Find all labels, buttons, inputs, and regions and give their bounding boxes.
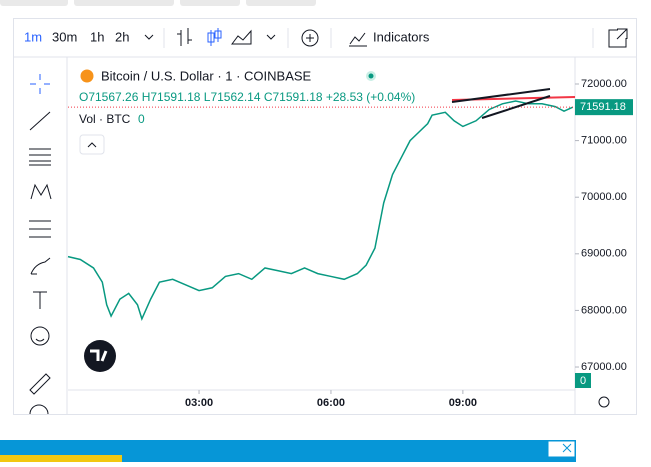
chevron[interactable] <box>266 34 276 40</box>
plot: 67000.00 68000.00 69000.00 70000.00 71000.00… <box>67 57 633 414</box>
y-tick-label: 69000.00 <box>581 248 627 260</box>
add-icon-plus <box>306 34 314 42</box>
icon-tool[interactable] <box>30 326 50 346</box>
text-tool[interactable] <box>33 291 47 309</box>
drawing-toolbar <box>29 74 52 415</box>
widget-frame <box>13 18 637 415</box>
last-price-label: 71591.18 <box>580 101 626 113</box>
x-tick-label: 06:00 <box>317 397 345 409</box>
y-tick-label: 67000.00 <box>581 361 627 373</box>
add-icon[interactable] <box>301 29 319 47</box>
interval[interactable]: 30m <box>52 29 77 44</box>
prediction-tool[interactable] <box>29 220 51 238</box>
interval[interactable]: 1h <box>90 29 104 44</box>
icon-tool-smile <box>35 338 45 342</box>
volume-legend: Vol · BTC <box>79 112 131 126</box>
chevron[interactable] <box>144 34 154 40</box>
ad-button[interactable] <box>0 455 122 462</box>
y-tick-label: 70000.00 <box>581 191 627 203</box>
tab[interactable] <box>74 0 174 6</box>
ohlc-legend: O71567.26 H71591.18 L71562.14 C71591.18 … <box>79 90 415 104</box>
tv-logo-mark <box>90 349 108 362</box>
volume-legend-value: 0 <box>138 112 145 126</box>
ruler-tool[interactable] <box>29 373 51 395</box>
ad-close[interactable] <box>547 440 576 458</box>
settings-icon[interactable] <box>598 396 610 408</box>
indicators-button[interactable]: Indicators <box>373 29 430 44</box>
brush-tool[interactable] <box>30 257 51 275</box>
bar-icon[interactable] <box>177 28 192 46</box>
fullscreen-icon[interactable] <box>608 28 628 48</box>
candle-icon[interactable] <box>207 28 222 46</box>
y-tick-label: 68000.00 <box>581 304 627 316</box>
crosshair-tool[interactable] <box>30 74 50 94</box>
tab[interactable] <box>0 0 68 6</box>
indicators-icon[interactable] <box>349 32 367 47</box>
trendline-tool[interactable] <box>29 111 51 131</box>
tab[interactable] <box>246 0 316 6</box>
last-price-box <box>575 99 633 116</box>
status-dot-inner <box>368 73 374 79</box>
y-tick-label: 71000.00 <box>581 135 627 147</box>
x-tick-label: 09:00 <box>449 397 477 409</box>
drawn-wedge[interactable] <box>451 88 551 103</box>
fib-tool[interactable] <box>29 148 51 166</box>
interval[interactable]: 1m <box>24 29 42 44</box>
collapse-button[interactable] <box>79 134 105 155</box>
y-tick-label: 72000.00 <box>581 78 627 90</box>
volume-box-label: 0 <box>580 375 586 387</box>
ad-close-x <box>562 443 572 453</box>
pattern-tool[interactable] <box>30 183 52 200</box>
drawn-wedge[interactable] <box>481 95 551 119</box>
area-icon[interactable] <box>231 29 252 45</box>
x-tick-label: 03:00 <box>185 397 213 409</box>
volume-box <box>575 373 591 388</box>
coin-icon <box>80 69 94 83</box>
tv-logo <box>84 340 116 372</box>
price-line <box>67 100 574 322</box>
ad-banner[interactable] <box>0 440 576 462</box>
interval[interactable]: 2h <box>115 29 129 44</box>
collapse-chevron <box>87 142 97 148</box>
tab[interactable] <box>180 0 240 6</box>
zoom-tool[interactable] <box>29 404 49 415</box>
symbol-title: Bitcoin / U.S. Dollar · 1 · COINBASE <box>101 68 312 83</box>
